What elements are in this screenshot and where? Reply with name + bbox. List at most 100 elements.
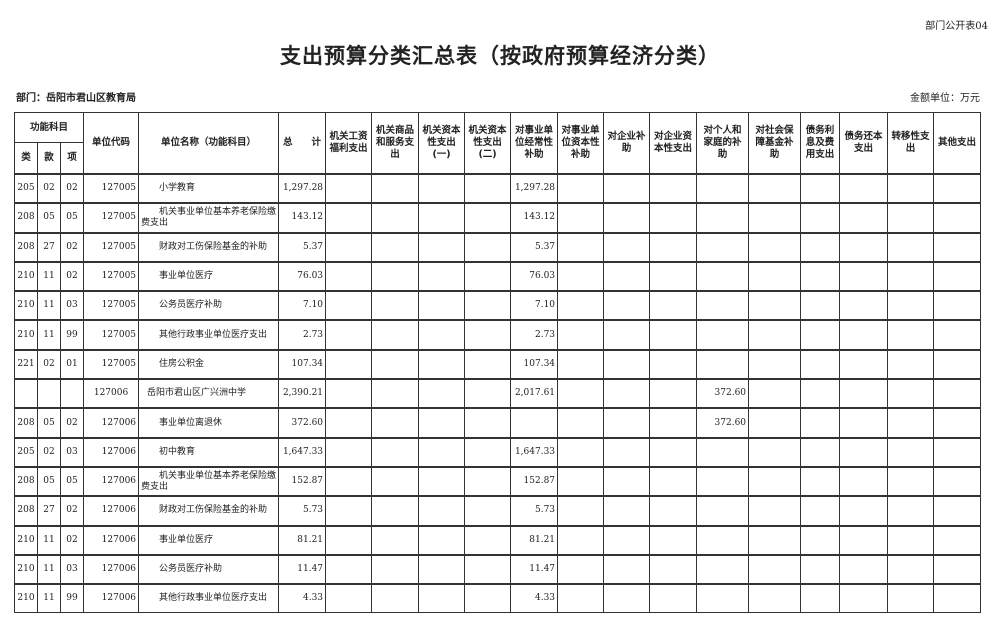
table-row: 208 05 05 127006 机关事业单位基本养老保险缴费支出 152.87 152.8… [14,466,982,497]
cell-amount [748,583,802,614]
table-row: 210 11 02 127005 事业单位医疗 76.03 76.03 [14,261,982,292]
cell-amount [418,261,466,292]
cell-unit-name: 岳阳市君山区广兴洲中学 [138,378,280,409]
cell-amount [748,261,802,292]
cell-lei: 210 [14,319,38,351]
cell-amount [371,232,420,263]
cell-total: 1,297.28 [278,173,327,204]
cell-total: 81.21 [278,525,327,556]
cell-unit-name: 公务员医疗补助 [138,290,280,321]
cell-kuan [37,378,61,409]
cell-lei: 210 [14,554,38,585]
cell-kuan: 02 [37,173,61,204]
cell-amount: 372.60 [696,407,750,439]
cell-amount [839,349,889,380]
cell-amount [748,554,802,585]
cell-amount [603,554,651,585]
cell-amount [839,554,889,585]
cell-amount [557,232,605,263]
cell-kuan: 05 [37,407,61,439]
cell-amount: 7.10 [510,290,559,321]
cell-amount [696,173,750,204]
cell-amount [800,495,841,527]
table-row: 208 05 02 127006 事业单位离退休 372.60 372.60 [14,407,982,439]
cell-lei: 210 [14,583,38,614]
cell-amount [418,466,466,497]
cell-xiang: 05 [59,466,85,497]
cell-amount [748,466,802,497]
cell-amount [557,290,605,321]
cell-amount [839,525,889,556]
cell-amount [933,583,982,614]
cell-amount [371,554,420,585]
cell-amount [887,202,935,234]
cell-unit-name: 财政对工伤保险基金的补助 [138,495,280,527]
cell-amount [800,407,841,439]
cell-unit-code: 127006 [83,495,140,527]
cell-lei: 221 [14,349,38,380]
cell-text: 公务员医疗补助 [159,300,223,311]
cell-amount [418,232,466,263]
cell-amount [933,554,982,585]
cell-amount [557,202,605,234]
cell-amount [464,319,512,351]
header-kuan: 款 [37,142,61,175]
header-econ-column: 转移性支出 [887,112,935,175]
cell-lei: 208 [14,232,38,263]
cell-amount [649,407,698,439]
cell-amount [696,525,750,556]
cell-amount [800,349,841,380]
cell-total: 1,647.33 [278,437,327,468]
cell-unit-name: 事业单位离退休 [138,407,280,439]
cell-unit-code: 127006 [83,525,140,556]
cell-amount [649,466,698,497]
header-econ-column: 债务利息及费用支出 [800,112,841,175]
cell-text: 公务员医疗补助 [159,564,223,574]
cell-amount [371,202,420,234]
cell-total: 372.60 [278,407,327,439]
cell-amount [464,261,512,292]
cell-unit-name: 事业单位医疗 [138,525,280,556]
cell-total: 2.73 [278,319,327,351]
cell-lei: 208 [14,466,38,497]
cell-xiang: 99 [59,583,85,614]
cell-amount [800,583,841,614]
cell-unit-name: 小学教育 [138,173,280,204]
cell-xiang: 02 [59,495,85,527]
table-row: 210 11 03 127006 公务员医疗补助 11.47 11.47 [14,554,982,585]
header-unit-code: 单位代码 [83,112,140,175]
cell-amount [371,290,420,321]
department-label: 部门：岳阳市君山区教育局 [16,93,136,104]
cell-amount [325,349,373,380]
header-econ-column: 对企业资本性支出 [649,112,698,175]
cell-amount [557,437,605,468]
cell-amount [887,319,935,351]
cell-amount [649,202,698,234]
cell-amount: 81.21 [510,525,559,556]
cell-text: 岳阳市君山区广兴洲中学 [147,388,247,399]
cell-lei: 208 [14,407,38,439]
cell-amount [887,437,935,468]
cell-lei: 205 [14,173,38,204]
cell-amount [557,525,605,556]
cell-amount: 5.73 [510,495,559,527]
cell-amount [418,554,466,585]
table-number: 部门公开表04 [925,21,988,32]
cell-amount [418,349,466,380]
cell-amount: 152.87 [510,466,559,497]
table-row: 205 02 02 127005 小学教育 1,297.28 1,297.28 [14,173,982,204]
cell-text: 其他行政事业单位医疗支出 [159,593,268,604]
cell-amount [887,583,935,614]
cell-amount [557,554,605,585]
cell-amount [933,290,982,321]
cell-amount [557,466,605,497]
cell-amount [371,261,420,292]
cell-kuan: 27 [37,232,61,263]
cell-amount [557,407,605,439]
cell-amount [418,173,466,204]
header-econ-column: 对企业补助 [603,112,651,175]
cell-xiang: 05 [59,202,85,234]
cell-lei: 205 [14,437,38,468]
cell-amount [800,437,841,468]
table-row: 210 11 99 127005 其他行政事业单位医疗支出 2.73 2.73 [14,319,982,351]
